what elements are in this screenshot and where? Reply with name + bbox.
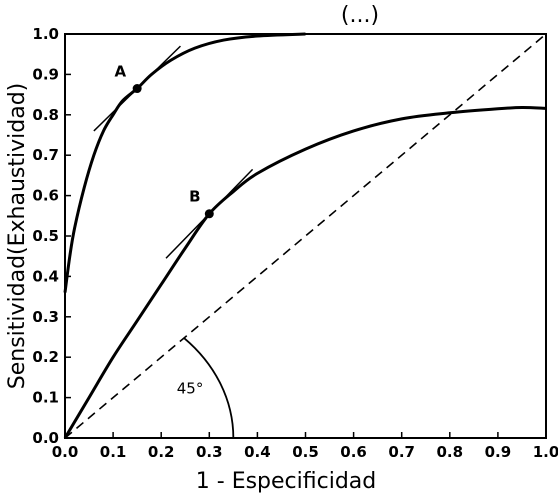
roc-curve-1 [65,34,306,293]
x-tick-label: 0.7 [388,443,415,461]
x-tick-label: 0.3 [196,443,223,461]
x-tick-label: 0.6 [340,443,367,461]
point-b-label: B [189,188,200,206]
y-tick-label: 0.0 [32,429,59,447]
x-axis-label: 1 - Especificidad [196,469,376,494]
x-tick-label: 1.0 [533,443,558,461]
angle-label: 45° [177,380,204,398]
y-tick-label: 0.4 [32,267,59,285]
y-tick-label: 0.8 [32,106,59,124]
y-tick-label: 0.1 [32,389,59,407]
series-layer [65,34,546,438]
roc-curve-2 [65,108,546,438]
y-tick-label: 0.3 [32,308,59,326]
point-b-marker [205,209,214,218]
x-tick-label: 0.4 [244,443,271,461]
y-tick-label: 0.9 [32,65,59,83]
diagonal-reference-line [65,34,546,438]
x-tick-label: 0.9 [485,443,512,461]
y-tick-label: 0.6 [32,187,59,205]
x-tick-label: 0.2 [148,443,175,461]
x-tick-label: 0.8 [437,443,464,461]
x-tick-label: 0.1 [100,443,127,461]
y-axis-label: Sensitividad(Exhaustividad) [5,83,30,390]
y-tick-label: 0.7 [32,146,59,164]
y-tick-label: 1.0 [32,25,59,43]
x-tick-label: 0.5 [292,443,319,461]
y-tick-label: 0.5 [32,227,59,245]
y-tick-label: 0.2 [32,348,59,366]
x-axis-ticks: 0.0 0.1 0.2 0.3 0.4 0.5 0.6 0.7 0.8 0.9 1.0 [52,432,558,461]
chart-title-fragment: (...) [341,3,379,28]
point-a-marker [133,84,142,93]
point-a-label: A [115,62,127,80]
